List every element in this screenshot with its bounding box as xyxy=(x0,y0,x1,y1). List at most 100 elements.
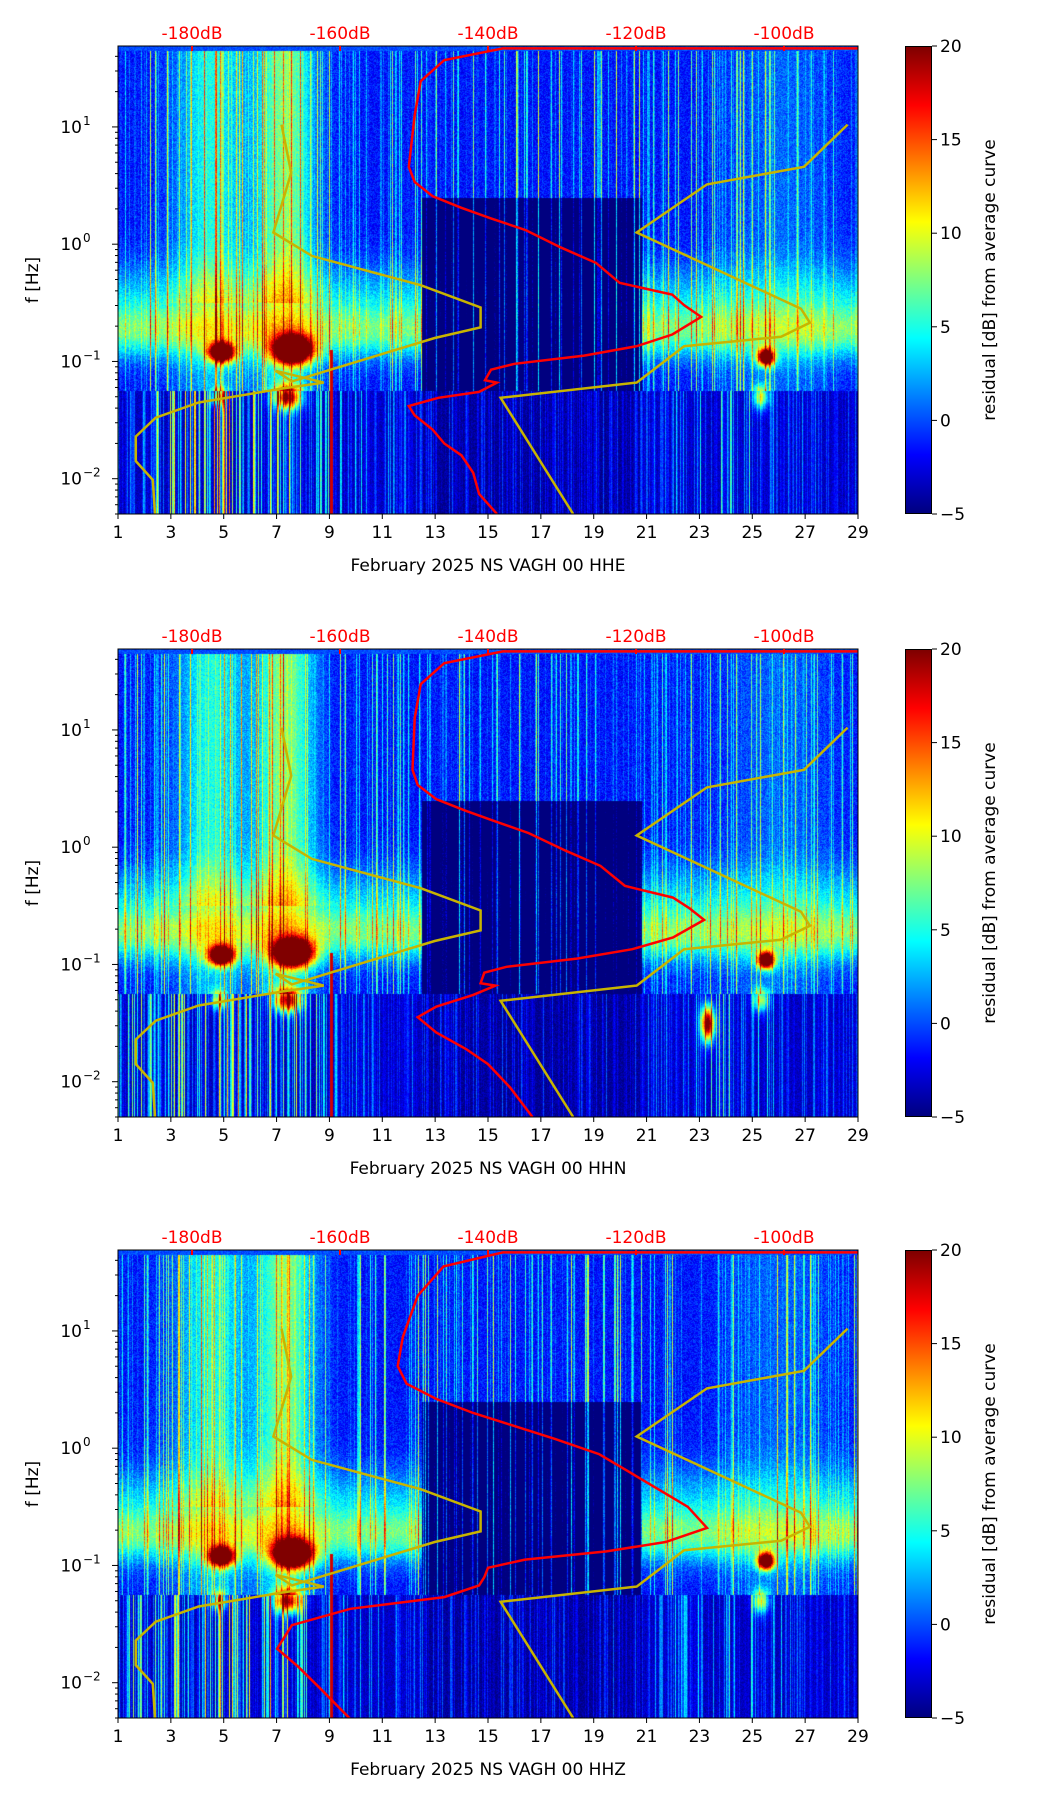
y-tick-label: 10 xyxy=(60,352,82,372)
db-tick-label: -100dB xyxy=(753,1228,814,1248)
x-tick-label: 29 xyxy=(847,1727,869,1747)
x-tick-label: 21 xyxy=(636,523,658,543)
colorbar-tick-label: 10 xyxy=(940,224,962,244)
x-tick-label: 27 xyxy=(794,523,816,543)
x-tick-label: 7 xyxy=(271,1727,282,1747)
x-tick-label: 29 xyxy=(847,523,869,543)
y-tick-label: 10 xyxy=(60,1322,82,1342)
y-tick-label: 10 xyxy=(60,721,82,741)
y-tick-label: 10 xyxy=(60,118,82,138)
low-noise-model-curve xyxy=(134,727,482,1117)
x-tick-label: 7 xyxy=(271,1126,282,1146)
plot-frame xyxy=(117,45,859,515)
x-axis-label: February 2025 NS VAGH 00 HHN xyxy=(349,1159,627,1179)
x-tick-label: 9 xyxy=(324,1126,335,1146)
y-axis-label: f [Hz] xyxy=(23,1460,43,1508)
y-tick-exponent: 1 xyxy=(83,114,91,128)
x-tick-label: 13 xyxy=(424,1126,446,1146)
x-axis-label: February 2025 NS VAGH 00 HHE xyxy=(350,556,626,576)
x-tick-label: 15 xyxy=(477,1126,499,1146)
y-tick-exponent: 1 xyxy=(83,1318,91,1332)
y-tick-label: 10 xyxy=(60,838,82,858)
db-tick-label: -160dB xyxy=(309,627,370,647)
y-tick-exponent: −2 xyxy=(83,1670,101,1684)
x-tick-label: 1 xyxy=(113,1727,124,1747)
x-tick-label: 1 xyxy=(113,1126,124,1146)
x-tick-label: 9 xyxy=(324,523,335,543)
x-tick-label: 23 xyxy=(689,523,711,543)
colorbar-tick-label: −5 xyxy=(940,1108,965,1128)
colorbar-tick-label: 20 xyxy=(940,640,962,660)
low-noise-model-curve xyxy=(134,124,482,514)
colorbar-tick-label: 10 xyxy=(940,827,962,847)
x-tick-label: 21 xyxy=(636,1727,658,1747)
low-noise-model-curve xyxy=(134,1328,482,1718)
db-tick-label: -140dB xyxy=(457,627,518,647)
x-tick-label: 25 xyxy=(741,1727,763,1747)
colorbar-label: residual [dB] from average curve xyxy=(980,1343,1000,1625)
colorbar-tick-label: 15 xyxy=(940,131,962,151)
x-tick-label: 25 xyxy=(741,523,763,543)
x-tick-label: 19 xyxy=(583,523,605,543)
y-tick-exponent: −2 xyxy=(83,466,101,480)
colorbar-tick-label: 0 xyxy=(940,1014,951,1034)
y-tick-label: 10 xyxy=(60,1674,82,1694)
x-tick-label: 13 xyxy=(424,523,446,543)
spectrogram-panel-hhe: 1 3 5 7 9 11 13 15 17 19 21 23 25 27 29 -180dB -160dB -14… xyxy=(0,0,1052,600)
axes-overlay: 1 3 5 7 9 11 13 15 17 19 21 23 25 27 29-180dB -160dB -14… xyxy=(60,24,965,543)
x-tick-label: 17 xyxy=(530,1727,552,1747)
y-tick-exponent: −1 xyxy=(83,951,101,965)
colorbar xyxy=(905,1250,932,1718)
db-tick-label: -180dB xyxy=(161,627,222,647)
colorbar-tick-label: 0 xyxy=(940,1615,951,1635)
x-tick-label: 11 xyxy=(371,1727,393,1747)
colorbar-tick-label: 0 xyxy=(940,411,951,431)
plot-frame xyxy=(117,1249,859,1719)
x-tick-label: 3 xyxy=(165,523,176,543)
x-tick-label: 17 xyxy=(530,523,552,543)
x-tick-label: 23 xyxy=(689,1126,711,1146)
colorbar-tick-label: 5 xyxy=(940,1522,951,1542)
y-tick-exponent: −2 xyxy=(83,1069,101,1083)
colorbar-tick-label: −5 xyxy=(940,505,965,525)
x-tick-label: 3 xyxy=(165,1126,176,1146)
x-tick-label: 27 xyxy=(794,1727,816,1747)
db-tick-label: -180dB xyxy=(161,24,222,44)
colorbar xyxy=(905,46,932,514)
spectrogram-heatmap xyxy=(118,649,858,1117)
y-tick-label: 10 xyxy=(60,1556,82,1576)
x-tick-label: 11 xyxy=(371,523,393,543)
spectrogram-panel-hhz: 1 3 5 7 9 11 13 15 17 19 21 23 25 27 29 -180dB -160dB -14… xyxy=(0,1204,1052,1804)
average-psd-curve xyxy=(275,1251,858,1718)
y-axis-label: f [Hz] xyxy=(23,256,43,304)
colorbar-tick-label: 15 xyxy=(940,1335,962,1355)
colorbar-label: residual [dB] from average curve xyxy=(980,139,1000,421)
db-tick-label: -100dB xyxy=(753,627,814,647)
db-tick-label: -140dB xyxy=(457,1228,518,1248)
colorbar-tick-label: 20 xyxy=(940,37,962,57)
x-tick-label: 7 xyxy=(271,523,282,543)
y-tick-exponent: −1 xyxy=(83,348,101,362)
colorbar xyxy=(905,649,932,1117)
colorbar-tick-label: −5 xyxy=(940,1709,965,1729)
x-tick-label: 17 xyxy=(530,1126,552,1146)
db-tick-label: -180dB xyxy=(161,1228,222,1248)
x-tick-label: 11 xyxy=(371,1126,393,1146)
axes-overlay: 1 3 5 7 9 11 13 15 17 19 21 23 25 27 29-180dB -160dB -14… xyxy=(60,1228,965,1747)
db-tick-label: -120dB xyxy=(605,627,666,647)
colorbar-label: residual [dB] from average curve xyxy=(980,742,1000,1024)
y-tick-label: 10 xyxy=(60,955,82,975)
axes-overlay: 1 3 5 7 9 11 13 15 17 19 21 23 25 27 29-180dB -160dB -14… xyxy=(60,627,965,1146)
spectrogram-heatmap xyxy=(118,1250,858,1718)
high-noise-model-curve xyxy=(498,1327,849,1718)
plot-frame xyxy=(117,648,859,1118)
db-tick-label: -160dB xyxy=(309,1228,370,1248)
x-tick-label: 15 xyxy=(477,523,499,543)
y-tick-exponent: −1 xyxy=(83,1552,101,1566)
x-tick-label: 15 xyxy=(477,1727,499,1747)
x-tick-label: 5 xyxy=(218,1126,229,1146)
y-tick-exponent: 0 xyxy=(83,834,91,848)
high-noise-model-curve xyxy=(498,726,849,1117)
x-tick-label: 29 xyxy=(847,1126,869,1146)
y-tick-exponent: 1 xyxy=(83,717,91,731)
